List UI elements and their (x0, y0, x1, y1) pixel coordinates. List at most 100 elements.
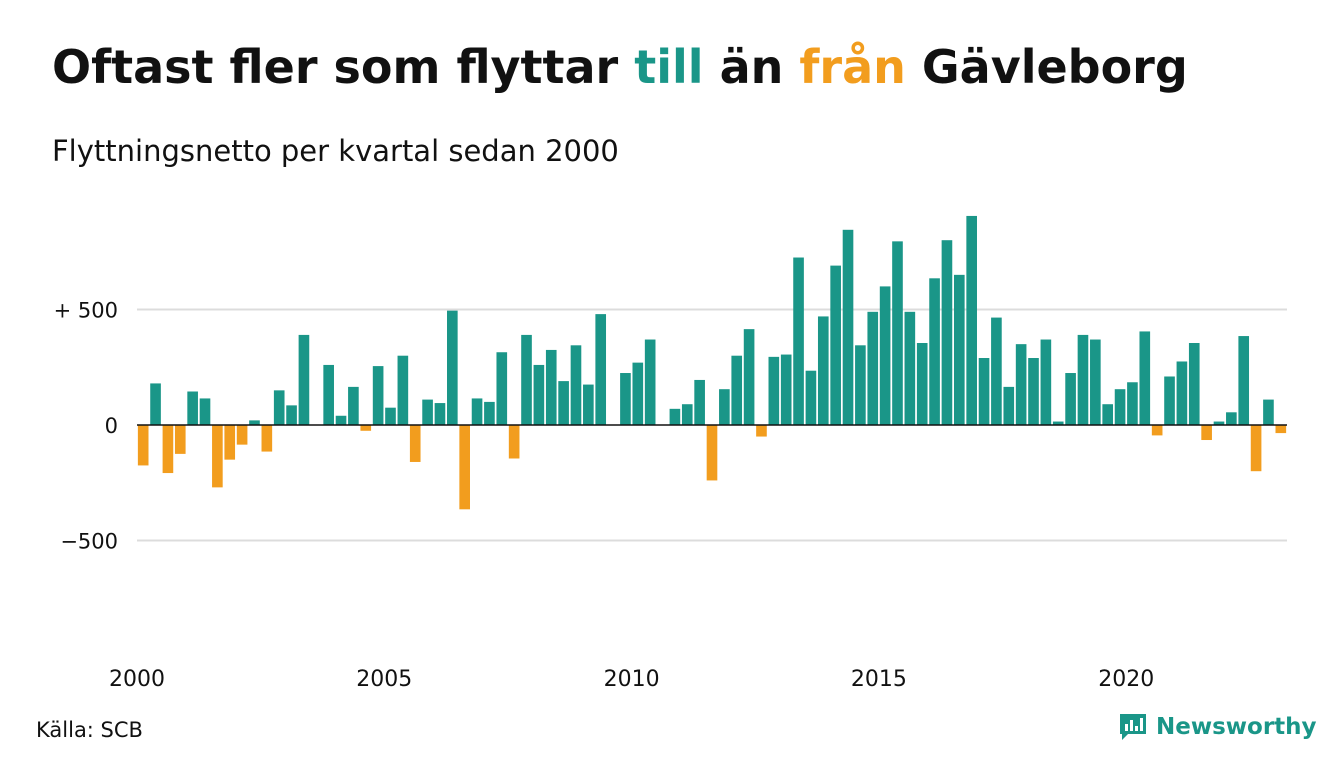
bar-positive (1040, 339, 1052, 425)
bar-negative (224, 425, 236, 460)
y-tick-label: 0 (105, 414, 118, 438)
bar-negative (706, 425, 718, 481)
bar-negative (1250, 425, 1262, 472)
bar-positive (595, 314, 607, 425)
bar-positive (867, 311, 879, 425)
bar-chart-logo-icon (1120, 714, 1146, 740)
bar-negative (508, 425, 520, 459)
bar-negative (459, 425, 470, 510)
bar-positive (892, 241, 903, 425)
bar-positive (805, 370, 817, 425)
gridlines (137, 308, 1287, 542)
bar-positive (842, 229, 854, 425)
bar-positive (570, 345, 582, 426)
bar-positive (1052, 421, 1064, 426)
bar-positive (1164, 376, 1175, 425)
bar-positive (1065, 373, 1076, 425)
x-tick-label: 2005 (356, 667, 412, 692)
bar-positive (496, 352, 508, 426)
bar-positive (1188, 343, 1200, 426)
bar-positive (434, 403, 446, 426)
bar-positive (484, 401, 495, 425)
bar-positive (150, 383, 161, 425)
bar-positive (768, 356, 780, 426)
bar-positive (187, 391, 198, 425)
bar-positive (879, 286, 891, 425)
bar-negative (212, 425, 223, 488)
bar-positive (298, 334, 310, 425)
bar-positive (372, 366, 384, 426)
bar-positive (1127, 382, 1138, 425)
bar-positive (1090, 339, 1101, 425)
y-tick-label: −500 (60, 530, 118, 554)
x-tick-label: 2000 (109, 667, 165, 692)
bar-positive (793, 257, 804, 425)
chart-subtitle: Flyttningsnetto per kvartal sedan 2000 (52, 134, 619, 168)
bar-positive (1176, 361, 1188, 426)
bar-positive (978, 358, 990, 425)
bar-chart: + 500 0 −500 2000 2005 2010 2015 2020 (54, 215, 1287, 692)
bar-positive (780, 354, 792, 425)
title-part-3: Gävleborg (905, 40, 1188, 94)
bar-positive (743, 329, 755, 425)
bar-positive (966, 215, 977, 425)
bar-positive (681, 404, 693, 425)
brand-logo: Newsworthy (1118, 712, 1317, 742)
bar-positive (817, 316, 829, 425)
bar-positive (941, 240, 953, 425)
x-axis-ticks: 2000 2005 2010 2015 2020 (109, 667, 1154, 692)
bar-negative (174, 425, 186, 454)
bar-negative (1151, 425, 1163, 436)
bars (137, 215, 1287, 510)
bar-negative (162, 425, 174, 474)
bar-positive (1213, 421, 1225, 426)
source-note: Källa: SCB (36, 718, 143, 742)
bar-positive (991, 317, 1002, 425)
chart-title: Oftast fler som flyttar till än från Gäv… (52, 40, 1188, 94)
bar-positive (447, 310, 458, 425)
bar-positive (249, 420, 260, 425)
bar-negative (360, 425, 372, 431)
bar-positive (644, 339, 656, 425)
y-tick-label: + 500 (54, 299, 118, 323)
bar-positive (620, 373, 631, 425)
bar-positive (904, 311, 916, 425)
title-part-2: än (703, 40, 800, 94)
bar-positive (323, 364, 334, 425)
bar-positive (731, 355, 743, 425)
bar-positive (521, 334, 532, 425)
title-word-fran: från (799, 40, 906, 94)
bar-positive (199, 398, 211, 426)
x-tick-label: 2020 (1098, 667, 1154, 692)
bar-positive (335, 415, 347, 425)
bar-negative (409, 425, 421, 462)
bar-negative (137, 425, 149, 466)
bar-positive (397, 355, 409, 425)
bar-positive (1102, 404, 1114, 425)
bar-positive (583, 384, 594, 425)
bar-positive (916, 343, 928, 426)
bar-positive (533, 364, 545, 425)
bar-positive (1226, 412, 1237, 426)
bar-positive (348, 386, 359, 425)
bar-positive (929, 278, 940, 425)
bar-positive (855, 345, 866, 426)
bar-positive (632, 362, 644, 425)
bar-positive (669, 408, 681, 425)
bar-positive (1139, 331, 1151, 425)
brand-name: Newsworthy (1156, 714, 1317, 740)
bar-positive (1028, 358, 1039, 425)
title-part-1: Oftast fler som flyttar (52, 40, 635, 94)
bar-negative (1201, 425, 1212, 441)
bar-negative (1275, 425, 1287, 434)
bar-positive (273, 390, 285, 425)
bar-positive (286, 405, 297, 426)
bar-positive (830, 265, 841, 425)
y-axis-ticks: + 500 0 −500 (54, 299, 118, 554)
bar-positive (694, 379, 705, 425)
bar-positive (1077, 334, 1089, 425)
bar-positive (422, 399, 433, 425)
bar-negative (756, 425, 767, 437)
bar-negative (261, 425, 273, 452)
x-tick-label: 2015 (851, 667, 907, 692)
